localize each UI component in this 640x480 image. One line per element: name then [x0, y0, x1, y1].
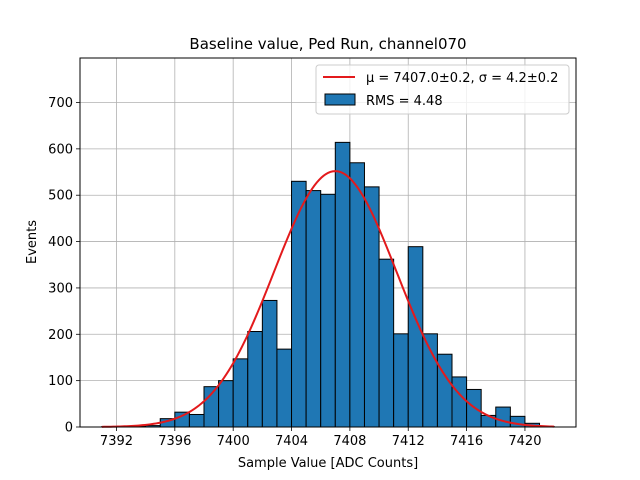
- histogram-bar: [305, 190, 322, 428]
- x-tick-label: 7420: [508, 434, 541, 449]
- y-axis-title: Events: [25, 220, 40, 264]
- histogram-bar: [393, 333, 409, 428]
- y-tick-label: 300: [48, 281, 73, 296]
- chart-title: Baseline value, Ped Run, channel070: [189, 35, 466, 53]
- histogram-bar: [349, 162, 365, 428]
- legend-bars-swatch: [324, 93, 356, 106]
- histogram-bar: [174, 411, 190, 428]
- y-tick-label: 100: [48, 374, 73, 389]
- x-tick-label: 7416: [450, 434, 483, 449]
- histogram-bar: [232, 358, 249, 428]
- histogram-bar: [291, 180, 307, 428]
- y-tick-label: 500: [48, 189, 73, 204]
- legend-fit-label: μ = 7407.0±0.2, σ = 4.2±0.2: [366, 71, 558, 86]
- y-tick-label: 400: [48, 235, 73, 250]
- x-tick-label: 7408: [333, 434, 366, 449]
- legend: μ = 7407.0±0.2, σ = 4.2±0.2 RMS = 4.48: [315, 64, 570, 115]
- plot-frame: [79, 57, 577, 428]
- legend-box: [315, 64, 570, 115]
- histogram-bar: [407, 246, 424, 428]
- y-tick-label: 200: [48, 328, 73, 343]
- histogram-bar: [276, 348, 293, 428]
- x-tick-label: 7412: [392, 434, 425, 449]
- y-tick-label: 600: [48, 142, 73, 157]
- gaussian-fit-curve: [101, 170, 555, 428]
- x-tick-label: 7392: [100, 434, 133, 449]
- histogram-bar: [378, 258, 395, 428]
- legend-bars-label: RMS = 4.48: [366, 94, 443, 109]
- x-tick-label: 7400: [217, 434, 250, 449]
- x-tick-label: 7404: [275, 434, 308, 449]
- histogram-bar: [451, 376, 468, 428]
- histogram-bar: [261, 299, 278, 428]
- x-axis-title: Sample Value [ADC Counts]: [238, 456, 418, 471]
- y-tick-label: 0: [65, 421, 73, 436]
- histogram-bars: [101, 141, 555, 428]
- histogram-bar: [218, 380, 234, 428]
- x-axis-ticks: 7392 7396 7400 7404 7408 7412 7416 7420: [100, 427, 541, 449]
- fit-curve-group: [101, 170, 555, 428]
- histogram-bar: [495, 406, 511, 428]
- x-tick-label: 7396: [158, 434, 191, 449]
- histogram-bar: [334, 141, 351, 428]
- y-tick-label: 700: [48, 96, 73, 111]
- histogram-bar: [188, 413, 205, 428]
- histogram-bar: [247, 331, 263, 428]
- y-axis-ticks: 0 100 200 300 400 500 600 700: [48, 96, 80, 436]
- histogram-bar: [320, 193, 336, 428]
